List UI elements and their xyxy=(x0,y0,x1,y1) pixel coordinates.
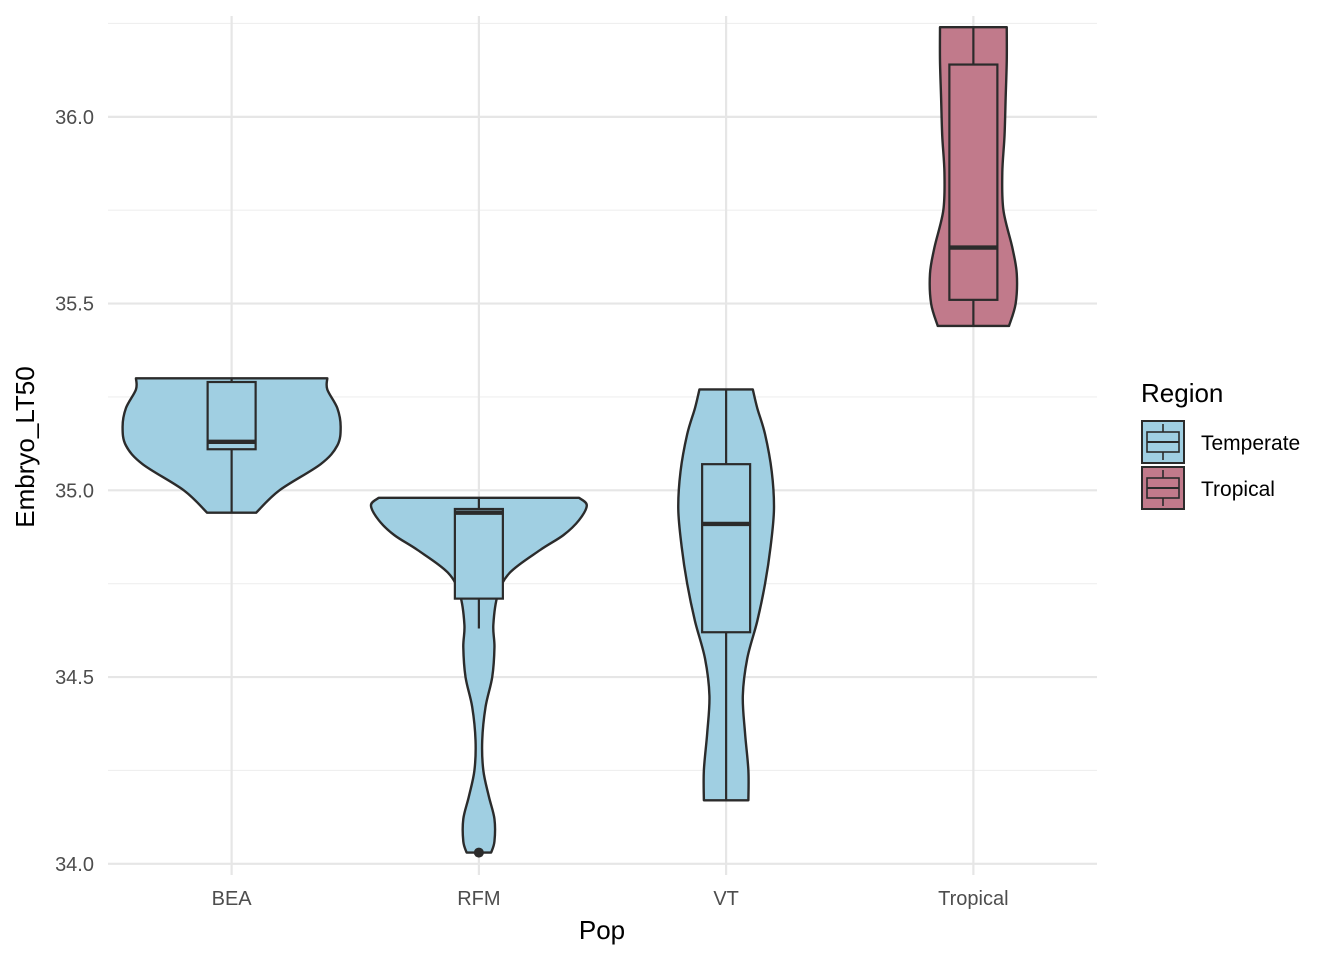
legend: Region Temperate Tropical xyxy=(1141,378,1300,510)
violin-group-tropical xyxy=(928,26,1019,328)
violin-group-bea xyxy=(121,377,342,514)
legend-entry-tropical: Tropical xyxy=(1141,466,1275,510)
y-tick-label: 36.0 xyxy=(55,107,94,129)
x-tick-label: BEA xyxy=(212,888,253,910)
x-tick-label: VT xyxy=(713,888,739,910)
legend-entries: Temperate Tropical xyxy=(1141,420,1300,510)
violin-group-rfm xyxy=(369,496,588,858)
legend-label: Temperate xyxy=(1201,432,1300,455)
y-tick-label: 34.5 xyxy=(55,667,94,689)
outlier-point xyxy=(473,847,484,858)
legend-title: Region xyxy=(1141,378,1223,408)
box-iqr xyxy=(453,507,504,600)
violin-shape xyxy=(369,496,588,854)
violins xyxy=(121,26,1019,858)
x-tick-label: Tropical xyxy=(938,888,1008,910)
x-axis-title: Pop xyxy=(579,915,625,945)
x-tick-labels: BEA RFM VT Tropical xyxy=(212,888,1009,910)
violin-group-vt xyxy=(677,388,776,802)
y-axis-title: Embryo_LT50 xyxy=(10,366,40,527)
y-tick-label: 34.0 xyxy=(55,854,94,876)
y-tick-labels: 34.0 34.5 35.0 35.5 36.0 xyxy=(55,107,94,876)
box-iqr xyxy=(948,63,999,301)
y-tick-label: 35.0 xyxy=(55,480,94,502)
box-iqr xyxy=(701,463,752,634)
y-tick-label: 35.5 xyxy=(55,294,94,316)
legend-label: Tropical xyxy=(1201,478,1275,501)
legend-entry-temperate: Temperate xyxy=(1141,420,1300,464)
x-tick-label: RFM xyxy=(457,888,500,910)
box-iqr xyxy=(206,380,257,451)
